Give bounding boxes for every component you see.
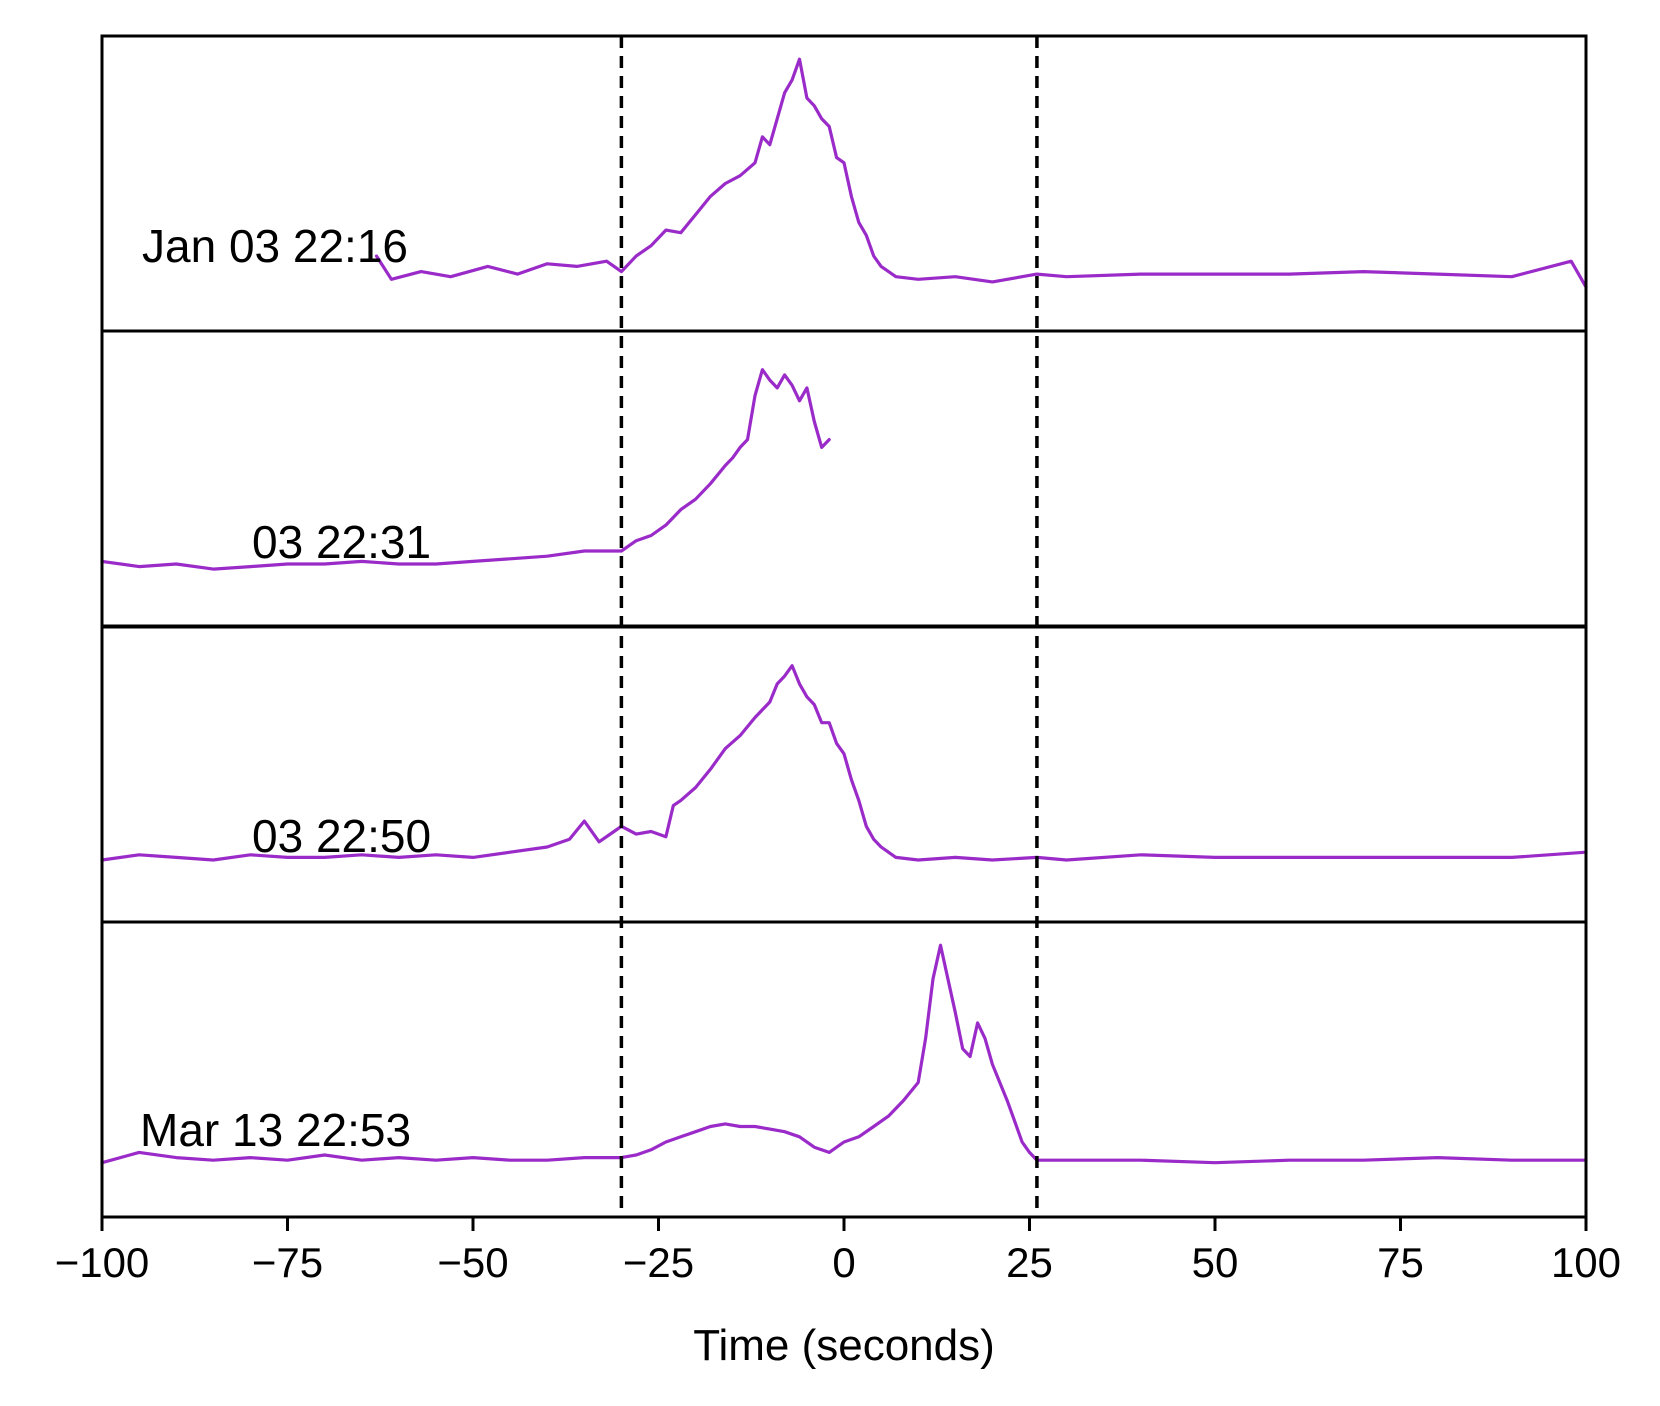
x-tick-label: 100 <box>1551 1239 1621 1286</box>
panel-label-2: 03 22:31 <box>252 516 431 568</box>
series-line-panel-2 <box>100 368 831 571</box>
x-tick-label: −100 <box>55 1239 150 1286</box>
panel-frame-3 <box>100 625 1588 924</box>
x-tick-label: 25 <box>1006 1239 1053 1286</box>
series-line-panel-3 <box>100 664 1588 862</box>
panel-label-3: 03 22:50 <box>252 810 431 862</box>
panel-frame-1 <box>100 34 1588 333</box>
x-tick-label: −25 <box>623 1239 694 1286</box>
panel-2: 03 22:31 <box>100 368 831 571</box>
series-line-panel-1 <box>374 57 1588 289</box>
x-tick-label: −50 <box>437 1239 508 1286</box>
x-tick-label: 50 <box>1192 1239 1239 1286</box>
x-axis-label: Time (seconds) <box>693 1321 995 1370</box>
panels-layer: Jan 03 22:16 03 22:31 03 22:50 Mar 13 22:53 <box>100 57 1588 1165</box>
x-axis: −100 −75 −50 −25 0 25 50 75 100 <box>55 1217 1621 1286</box>
x-tick-label: 75 <box>1377 1239 1424 1286</box>
panel-1: Jan 03 22:16 <box>142 57 1588 289</box>
panel-frame-4 <box>100 920 1588 1219</box>
panel-frame-2 <box>100 329 1588 628</box>
panel-frames <box>100 34 1588 1219</box>
x-tick-label: −75 <box>252 1239 323 1286</box>
series-line-panel-4 <box>100 943 1588 1165</box>
panel-label-4: Mar 13 22:53 <box>140 1104 411 1156</box>
panel-4: Mar 13 22:53 <box>100 943 1588 1165</box>
x-tick-label: 0 <box>832 1239 855 1286</box>
panel-3: 03 22:50 <box>100 664 1588 862</box>
panel-label-1: Jan 03 22:16 <box>142 220 408 272</box>
